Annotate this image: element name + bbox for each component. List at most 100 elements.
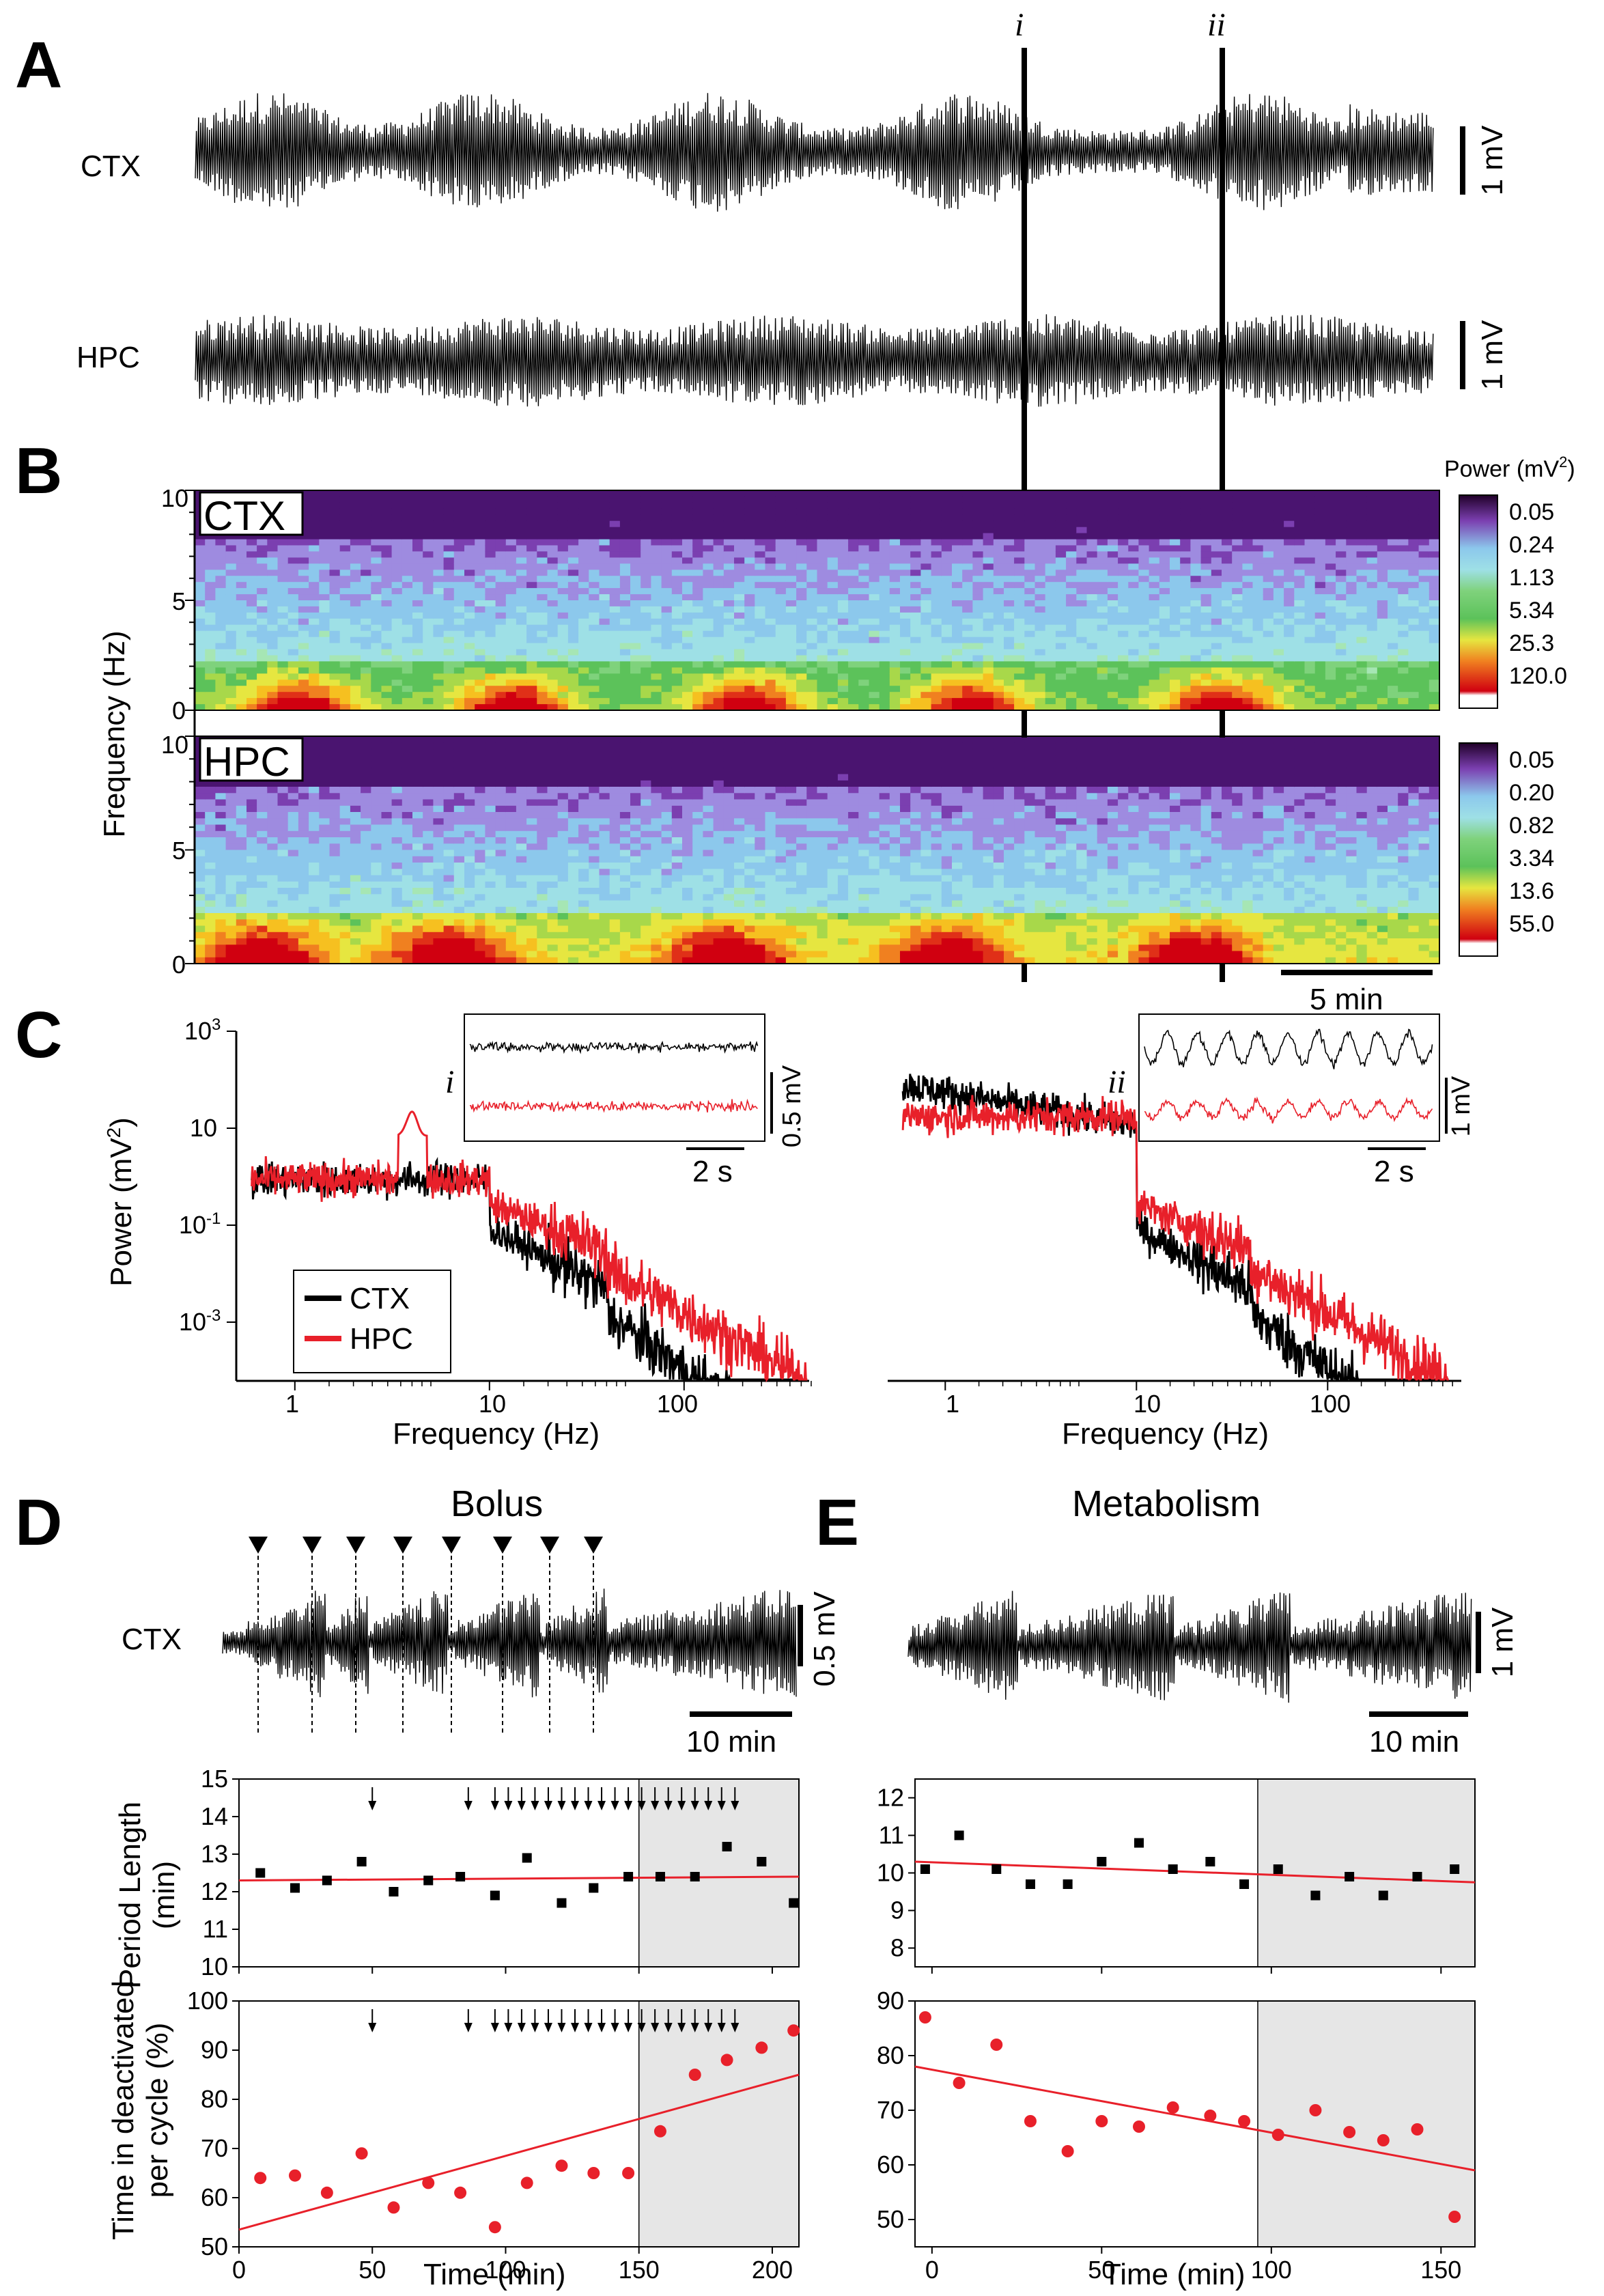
spectrogram-cell: [796, 527, 808, 534]
spectrogram-cell: [1211, 582, 1222, 589]
spectrogram-cell: [713, 594, 724, 601]
spectrogram-cell: [651, 527, 662, 534]
spectrogram-cell: [1066, 557, 1078, 565]
spectrogram-cell: [1429, 533, 1439, 540]
spectrogram-cell: [329, 636, 341, 644]
spectrogram-cell: [1284, 514, 1295, 522]
spectrogram-cell: [557, 606, 569, 613]
spectrogram-cell: [391, 539, 403, 546]
spectrogram-cell: [526, 692, 538, 699]
spectrogram-cell: [910, 667, 922, 675]
spectrogram-cell: [298, 667, 309, 675]
spectrogram-cell: [765, 673, 776, 680]
spectrogram-cell: [713, 502, 724, 509]
spectrogram-cell: [599, 680, 610, 686]
spectrogram-cell: [630, 698, 641, 705]
spectrogram-cell: [785, 680, 797, 686]
spectrogram-cell: [309, 793, 320, 800]
spectrogram-cell: [391, 698, 403, 705]
spectrogram-cell: [817, 533, 828, 540]
spectrogram-cell: [1159, 527, 1170, 534]
spectrogram-cell: [495, 527, 507, 534]
spectrogram-cell: [1066, 563, 1078, 570]
spectrogram-cell: [1190, 673, 1202, 680]
spectrogram-cell: [1294, 520, 1306, 528]
spectrogram-cell: [1055, 667, 1067, 675]
spectrogram-cell: [1055, 582, 1067, 589]
spectrogram-cell: [329, 742, 341, 750]
spectrogram-cell: [215, 932, 227, 939]
spectrogram-cell: [661, 612, 673, 619]
spectrogram-cell: [806, 606, 818, 613]
spectrogram-cell: [952, 618, 963, 626]
spectrogram-cell: [381, 704, 393, 710]
spectrogram-cell: [402, 680, 413, 686]
spectrogram-cell: [475, 643, 486, 650]
spectrogram-cell: [1097, 624, 1108, 632]
spectrogram-cell: [630, 680, 641, 686]
spectrogram-cell: [257, 830, 268, 838]
spectrogram-cell: [671, 514, 683, 522]
spectrogram-cell: [350, 768, 361, 775]
spectrogram-cell: [641, 667, 652, 675]
spectrogram-cell: [889, 490, 901, 497]
spectrogram-cell: [381, 787, 393, 794]
spectrogram-cell: [1159, 508, 1170, 516]
spectrogram-cell: [329, 686, 341, 692]
spectrogram-cell: [775, 582, 787, 589]
spectrogram-cell: [547, 545, 559, 552]
spectrogram-cell: [329, 830, 341, 838]
spectrogram-cell: [755, 667, 766, 675]
spectrogram-cell: [225, 704, 237, 710]
spectrogram-cell: [1366, 624, 1378, 632]
spectrogram-cell: [537, 490, 548, 497]
spectrogram-cell: [371, 661, 382, 669]
spectrogram-cell: [547, 661, 559, 669]
spectrogram-cell: [267, 630, 279, 638]
spectrogram-cell: [453, 667, 465, 675]
spectrogram-cell: [651, 661, 662, 669]
spectrogram-cell: [1429, 698, 1439, 705]
spectrogram-cell: [505, 551, 517, 559]
spectrogram-cell: [319, 863, 330, 870]
spectrogram-cell: [516, 686, 527, 692]
spectrogram-cell: [837, 570, 849, 576]
spectrogram-cell: [1076, 551, 1088, 559]
spectrogram-cell: [1159, 576, 1170, 583]
spectrogram-cell: [682, 698, 693, 705]
spectrogram-cell: [1138, 606, 1150, 613]
spectrogram-cell: [557, 667, 569, 675]
spectrogram-cell: [319, 799, 330, 807]
spectrogram-cell: [1263, 533, 1274, 540]
spectrogram-cell: [1418, 661, 1430, 669]
spectrogram-cell: [1024, 520, 1036, 528]
spectrogram-cell: [744, 527, 756, 534]
spectrogram-cell: [205, 818, 216, 826]
spectrogram-cell: [1294, 636, 1306, 644]
spectrogram-cell: [1190, 514, 1202, 522]
spectrogram-cell: [257, 630, 268, 638]
spectrogram-cell: [423, 704, 434, 710]
spectrogram-cell: [972, 490, 984, 497]
spectrogram-cell: [1304, 606, 1316, 613]
spectrogram-cell: [1107, 545, 1118, 552]
spectrogram-cell: [723, 636, 735, 644]
spectrogram-cell: [371, 563, 382, 570]
spectrogram-cell: [277, 576, 289, 583]
spectrogram-cell: [1180, 582, 1192, 589]
spectrogram-cell: [589, 624, 600, 632]
spectrogram-cell: [371, 957, 382, 964]
spectrogram-cell: [609, 624, 621, 632]
spectrogram-cell: [993, 533, 1004, 540]
spectrogram-cell: [537, 649, 548, 656]
spectrogram-cell: [433, 570, 445, 576]
spectrogram-cell: [755, 606, 766, 613]
spectrogram-cell: [309, 913, 320, 921]
spectrogram-cell: [858, 551, 870, 559]
spectrogram-cell: [1128, 655, 1140, 662]
spectrogram-cell: [703, 582, 714, 589]
spectrogram-cell: [1314, 502, 1326, 509]
spectrogram-cell: [1086, 680, 1098, 686]
spectrogram-cell: [703, 600, 714, 607]
spectrogram-cell: [952, 520, 963, 528]
